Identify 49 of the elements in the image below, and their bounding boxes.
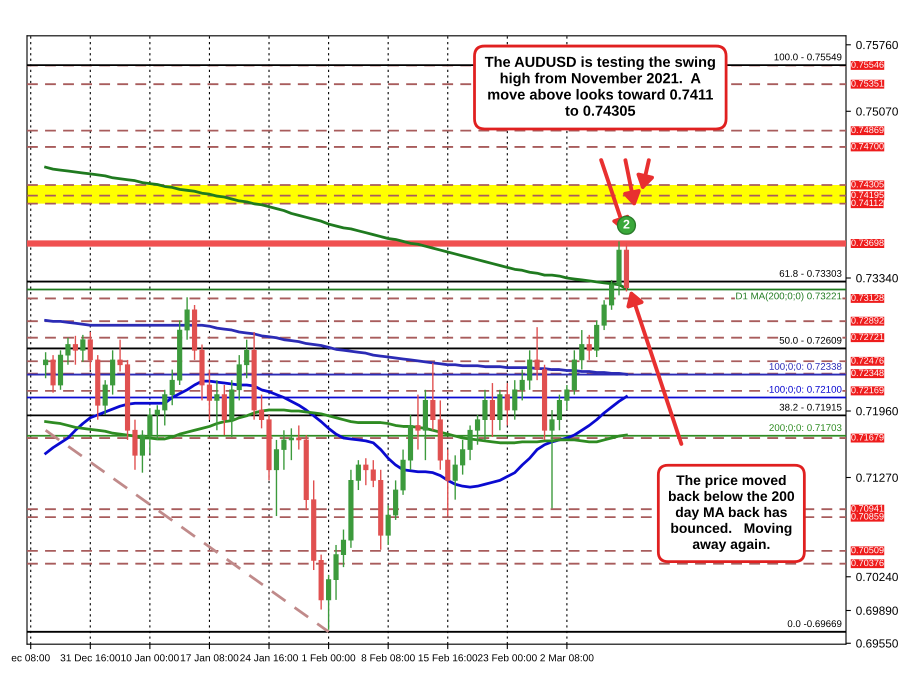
annotation: 200;0;0: 0.71703 [769, 424, 842, 432]
ref-line-label: 0.75351 [851, 80, 884, 87]
y-tick-label: 0.70240 [856, 572, 898, 582]
ref-line-label: 0.74195 [851, 192, 884, 198]
ref-line-label: 0.74112 [851, 200, 883, 206]
x-tick-label: 1 Feb 00:00 [302, 654, 356, 662]
ref-line-label: 0.73698 [851, 239, 884, 246]
annotation: 100.0 - 0.75549 [774, 54, 842, 60]
annotation: 61.8 - 0.73303 [780, 270, 842, 277]
y-tick-label: 0.71270 [856, 474, 898, 482]
annotation: 100;0;0: 0.72338 [770, 362, 842, 372]
y-tick-label: 0.71960 [856, 407, 898, 416]
y-tick-label: 0.73340 [856, 274, 898, 282]
x-tick-label: 17 Jan 08:00 [180, 654, 238, 662]
annotation: D1 MA(200;0;0) 0.73221 [736, 292, 842, 302]
ref-line-label: 0.70859 [851, 513, 884, 520]
ref-line-label: 0.72476 [851, 357, 884, 364]
text: The price moved back below the 200 day MA back has bounced. Moving away again. [668, 474, 794, 552]
ref-line-label: 0.73128 [851, 294, 884, 301]
annotation: 100;0;0: 0.72100 [770, 386, 842, 394]
annotation: 2 [623, 220, 630, 228]
x-tick-label: ec 08:00 [12, 654, 50, 662]
annotation: 0.0 -0.69669 [788, 620, 842, 628]
ref-line-label: 0.70941 [851, 505, 884, 512]
annotation: 50.0 - 0.72609 [780, 336, 842, 344]
ref-line-label: 0.72892 [851, 317, 884, 324]
ref-line-label: 0.72169 [851, 386, 884, 394]
ref-line-label: 0.72721 [851, 334, 884, 340]
ref-line-label: 0.74869 [851, 126, 884, 134]
ref-line-label: 0.74305 [851, 180, 884, 188]
x-tick-label: 8 Feb 08:00 [362, 654, 415, 662]
annotation: 38.2 - 0.71915 [780, 404, 842, 411]
x-tick-label: 31 Dec 16:00 [60, 654, 120, 662]
annotation: The AUDUSD is testing the swing high from November 2021. A move above looks toward 0.7411 to 0.74305 [484, 56, 715, 116]
ref-line-label: 0.75546 [851, 61, 884, 68]
x-tick-label: 10 Jan 00:00 [121, 654, 179, 662]
ref-line-label: 0.70376 [851, 560, 884, 566]
x-tick-label: 24 Jan 16:00 [240, 654, 298, 662]
y-tick-label: 0.75760 [856, 40, 898, 50]
x-tick-label: 2 Mar 08:00 [540, 654, 594, 662]
x-tick-label: 15 Feb 16:00 [418, 654, 478, 662]
ref-line-label: 0.70509 [851, 546, 884, 554]
ref-line-label: 0.72348 [851, 370, 884, 376]
y-tick-label: 0.75070 [856, 107, 898, 116]
ref-line-label: 0.74700 [851, 142, 884, 150]
ref-line-label: 0.71679 [851, 434, 884, 441]
y-tick-label: 0.69550 [856, 639, 898, 648]
x-tick-label: 23 Feb 00:00 [478, 654, 537, 662]
y-tick-label: 0.69890 [856, 606, 898, 615]
